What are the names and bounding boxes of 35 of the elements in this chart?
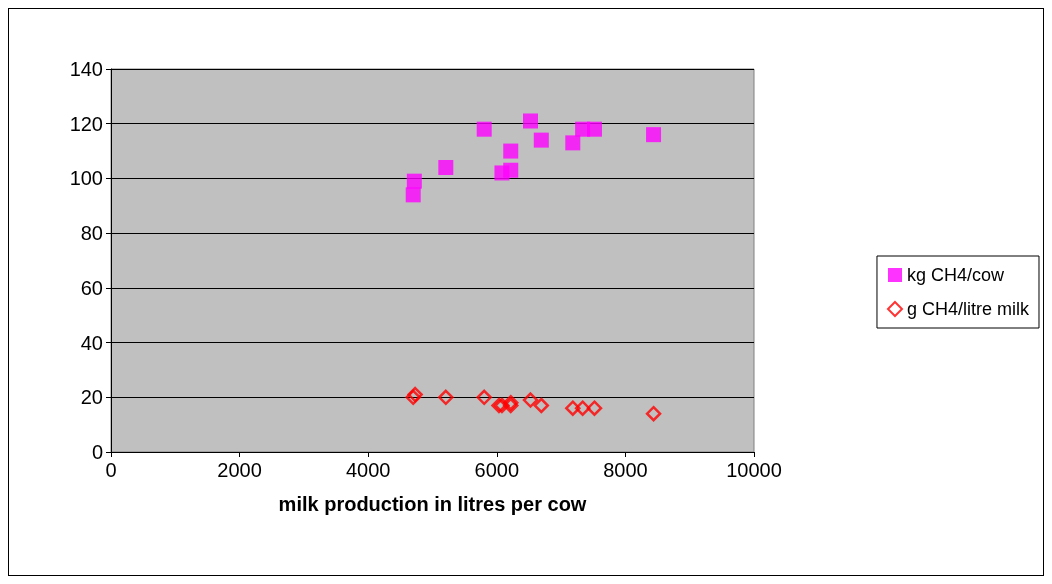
point: [476, 121, 492, 137]
point: [522, 113, 538, 129]
point: [586, 400, 603, 416]
point: [438, 389, 454, 406]
y-tick-label: 100: [69, 167, 103, 190]
point: [586, 121, 602, 137]
point: [405, 187, 421, 203]
y-tick-label: 120: [69, 112, 103, 135]
point: [533, 397, 550, 414]
point: [645, 405, 662, 422]
legend-label: g CH4/litre milk: [906, 299, 1030, 319]
point: [503, 143, 519, 159]
y-tick-label: 60: [80, 276, 103, 299]
x-tick-label: 10000: [726, 459, 782, 481]
point: [646, 127, 662, 143]
x-tick-label: 6000: [474, 459, 520, 481]
point: [565, 135, 581, 151]
x-tick-label: 0: [105, 459, 117, 481]
x-tick-label: 4000: [345, 459, 391, 481]
y-tick-label: 0: [91, 441, 103, 463]
point: [503, 162, 519, 178]
point: [533, 132, 549, 148]
legend-label: kg CH4/cow: [906, 265, 1006, 285]
point: [565, 400, 581, 416]
y-tick-label: 40: [80, 331, 103, 354]
y-tick-label: 20: [80, 386, 103, 409]
y-tick-label: 80: [80, 222, 103, 245]
y-tick-label: 140: [69, 58, 103, 80]
x-tick-label: 2000: [217, 459, 262, 481]
point: [522, 392, 539, 408]
x-tick-label: 8000: [603, 459, 648, 481]
x-axis-title: milk production in litres per cow: [278, 493, 587, 515]
point: [574, 400, 591, 416]
point: [476, 389, 492, 406]
point: [438, 159, 454, 175]
